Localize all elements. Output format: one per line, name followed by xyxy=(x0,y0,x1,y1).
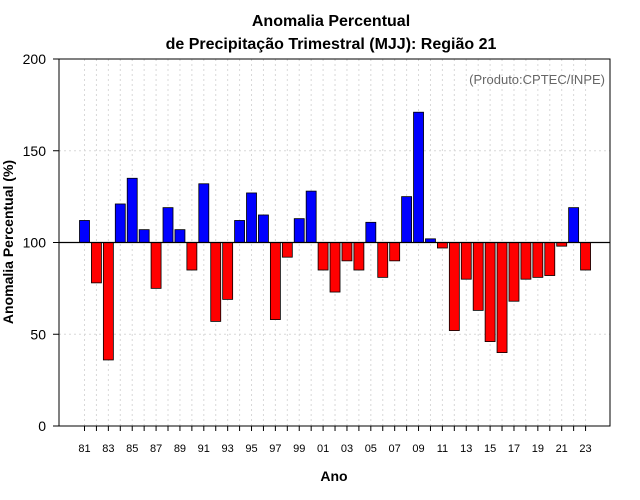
x-tick-label-03: 03 xyxy=(341,443,353,455)
bar-1997 xyxy=(269,242,281,320)
bar-2020 xyxy=(544,242,556,276)
bar-2001 xyxy=(317,242,329,271)
bar-1988 xyxy=(162,207,174,243)
bar-2013 xyxy=(460,242,472,280)
bar-1999 xyxy=(293,218,305,243)
bar-1984 xyxy=(114,203,126,243)
chart-title-line-2: de Precipitação Trimestral (MJJ): Região… xyxy=(166,36,497,53)
x-tick-label-99: 99 xyxy=(293,443,305,455)
x-tick-label-21: 21 xyxy=(556,443,568,455)
x-tick-label-01: 01 xyxy=(317,443,329,455)
bar-2015 xyxy=(484,242,496,342)
x-tick-label-23: 23 xyxy=(579,443,591,455)
x-tick-label-89: 89 xyxy=(174,443,186,455)
bar-2008 xyxy=(401,196,413,243)
bar-1989 xyxy=(174,229,186,243)
bar-2004 xyxy=(353,242,365,271)
bar-1990 xyxy=(186,242,198,271)
bar-1991 xyxy=(198,183,210,243)
x-axis: 81 83 85 87 89 91 93 95 97 99 01 03 05 07 09 11 13 15 17 19… xyxy=(78,426,592,455)
x-tick-label-15: 15 xyxy=(484,443,496,455)
bar-1992 xyxy=(210,242,222,322)
bar-2000 xyxy=(305,190,317,243)
bar-1982 xyxy=(91,242,102,284)
bar-2011 xyxy=(436,242,448,249)
bar-1994 xyxy=(234,220,245,243)
y-axis: 0 50 100 150 200 xyxy=(23,51,59,434)
bar-1987 xyxy=(150,242,162,289)
bar-2005 xyxy=(365,221,377,243)
x-tick-label-85: 85 xyxy=(126,443,138,455)
x-tick-label-17: 17 xyxy=(508,443,520,455)
bar-1993 xyxy=(222,242,234,300)
x-tick-label-05: 05 xyxy=(365,443,377,455)
y-tick-label-100: 100 xyxy=(23,235,47,251)
x-tick-label-93: 93 xyxy=(222,443,234,455)
y-axis-label: Anomalia Percentual (%) xyxy=(0,160,16,324)
x-tick-label-95: 95 xyxy=(245,443,257,455)
bar-2019 xyxy=(532,242,544,278)
bar-1981 xyxy=(79,220,90,243)
x-tick-label-13: 13 xyxy=(460,443,472,455)
x-tick-label-91: 91 xyxy=(198,443,210,455)
bar-1995 xyxy=(246,192,257,243)
chart-title-line-1: Anomalia Percentual xyxy=(252,13,410,30)
x-tick-label-87: 87 xyxy=(150,443,162,455)
bar-1998 xyxy=(281,242,293,258)
y-tick-label-150: 150 xyxy=(23,143,47,159)
x-tick-label-83: 83 xyxy=(102,443,114,455)
x-tick-label-19: 19 xyxy=(532,443,544,455)
bar-1996 xyxy=(258,214,269,243)
bar-2003 xyxy=(341,242,353,262)
bar-1986 xyxy=(138,229,150,243)
x-axis-label: Ano xyxy=(320,468,347,484)
x-tick-label-97: 97 xyxy=(269,443,281,455)
y-tick-label-50: 50 xyxy=(30,326,46,342)
bar-2018 xyxy=(520,242,532,280)
bar-2022 xyxy=(568,207,580,243)
bar-2014 xyxy=(472,242,484,311)
bars xyxy=(79,111,591,361)
bar-2007 xyxy=(389,242,401,262)
bar-2012 xyxy=(448,242,460,331)
bar-1985 xyxy=(126,177,138,243)
x-tick-label-09: 09 xyxy=(412,443,424,455)
bar-1983 xyxy=(102,242,114,361)
product-credit: (Produto:CPTEC/INPE) xyxy=(469,72,605,87)
bar-2023 xyxy=(580,242,591,271)
bar-2017 xyxy=(508,242,520,302)
bar-2009 xyxy=(413,111,424,243)
y-tick-label-200: 200 xyxy=(23,51,47,67)
x-tick-label-81: 81 xyxy=(78,443,90,455)
x-tick-label-07: 07 xyxy=(389,443,401,455)
x-tick-label-11: 11 xyxy=(437,443,448,455)
y-tick-label-0: 0 xyxy=(38,418,46,434)
bar-2016 xyxy=(496,242,508,353)
bar-2002 xyxy=(329,242,341,293)
bar-2006 xyxy=(377,242,389,278)
